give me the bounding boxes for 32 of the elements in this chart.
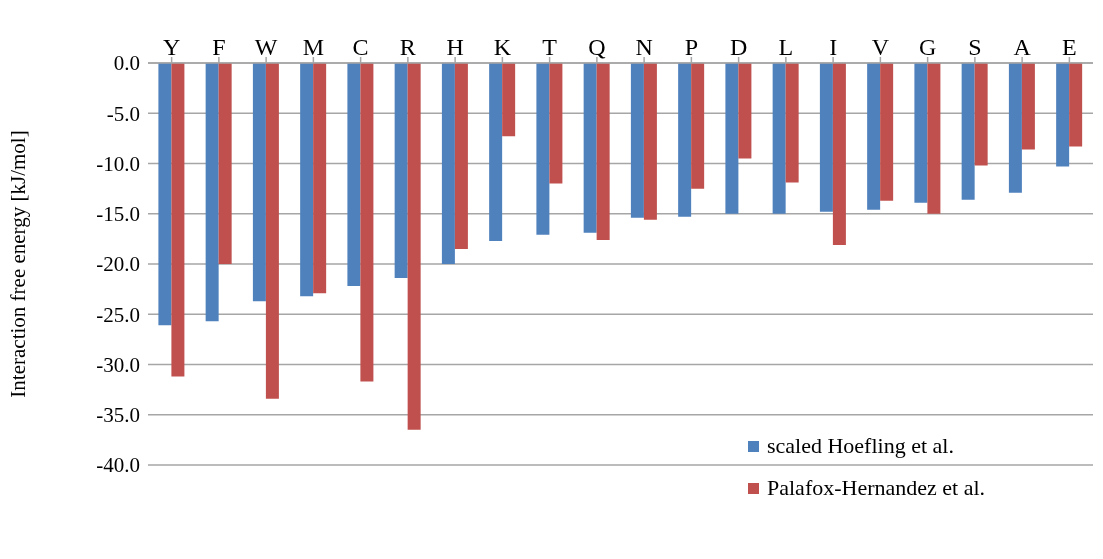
x-tick-label: K — [493, 34, 512, 60]
x-tick-label: M — [302, 34, 325, 60]
y-axis-title: Interaction free energy [kJ/mol] — [6, 130, 31, 398]
x-tick-label: S — [968, 34, 982, 60]
x-tick-label: N — [635, 34, 653, 60]
x-tick-label: H — [446, 34, 464, 60]
y-tick-label: -35.0 — [96, 403, 140, 428]
y-tick-label: -25.0 — [96, 302, 140, 327]
x-tick-label: T — [542, 34, 558, 60]
x-tick-label: P — [684, 34, 699, 60]
x-tick-label: E — [1062, 34, 1077, 60]
x-tick-label: G — [918, 34, 937, 60]
x-tick-label: C — [352, 34, 369, 60]
x-tick-label: Y — [162, 34, 181, 60]
y-tick-label: -15.0 — [96, 202, 140, 227]
x-tick-label: L — [778, 34, 794, 60]
y-tick-label: -30.0 — [96, 352, 140, 377]
legend-label: scaled Hoefling et al. — [767, 433, 954, 459]
y-tick-label: -20.0 — [96, 252, 140, 277]
x-tick-label: D — [729, 34, 748, 60]
x-tick-label: W — [254, 34, 278, 60]
x-tick-label: V — [871, 34, 890, 60]
y-tick-label: -40.0 — [96, 453, 140, 478]
x-tick-label: Q — [588, 34, 606, 60]
x-tick-label: F — [212, 34, 226, 60]
x-tick-label: A — [1013, 34, 1032, 60]
x-tick-label: I — [829, 34, 838, 60]
x-tick-label: R — [399, 34, 416, 60]
legend-label: Palafox-Hernandez et al. — [767, 475, 986, 501]
y-tick-label: 0.0 — [113, 51, 140, 76]
y-tick-label: -5.0 — [106, 101, 140, 126]
y-tick-label: -10.0 — [96, 151, 140, 176]
